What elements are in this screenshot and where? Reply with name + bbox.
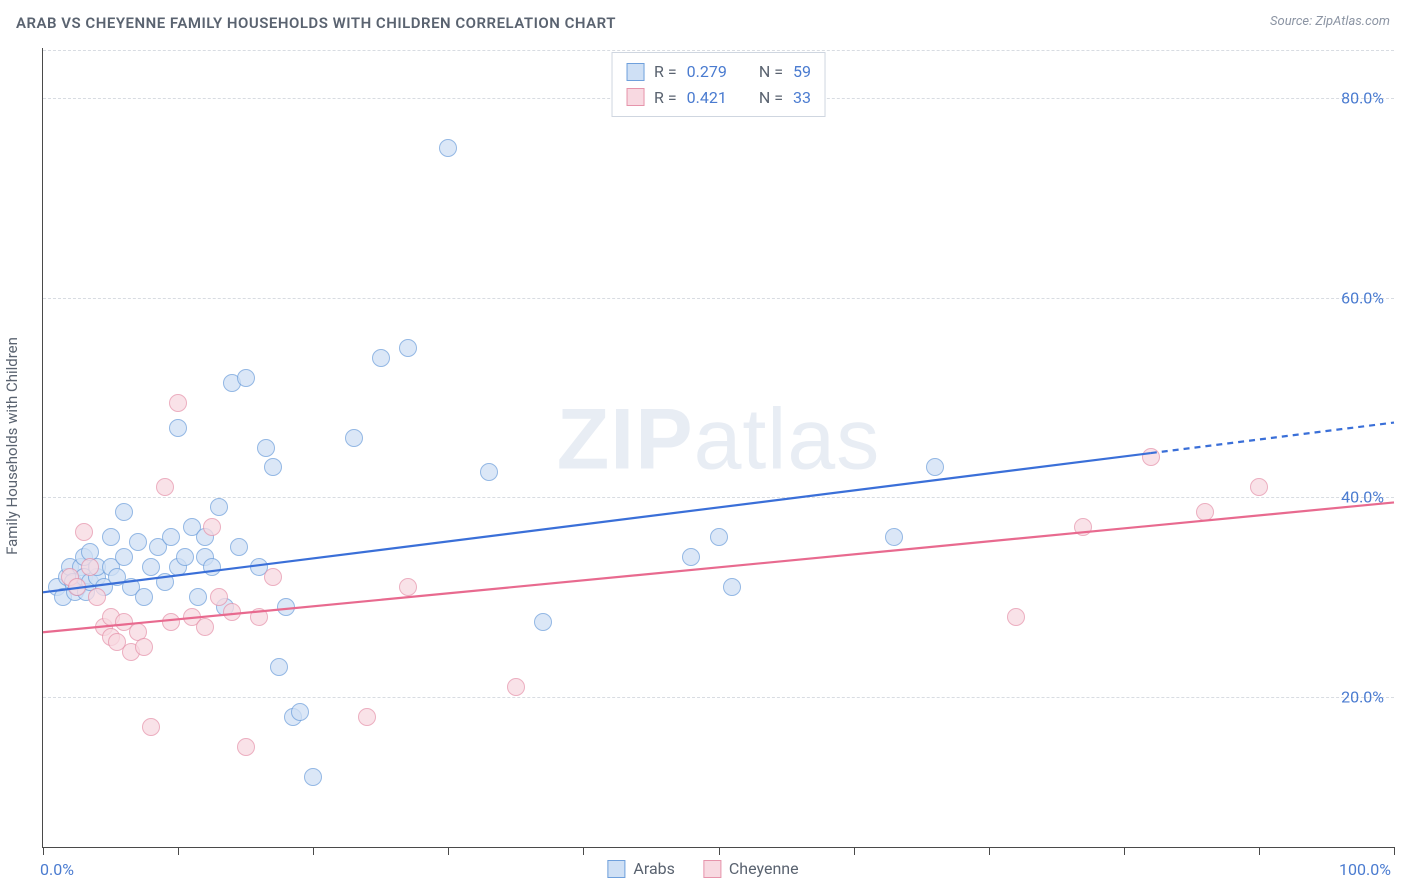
legend-correlation-box: R = 0.279 N = 59 R = 0.421 N = 33 (611, 52, 826, 117)
legend-series: Arabs Cheyenne (607, 859, 798, 878)
x-tick (989, 847, 990, 855)
n-value: 59 (793, 59, 811, 85)
x-tick (854, 847, 855, 855)
source-label: Source: ZipAtlas.com (1270, 14, 1390, 29)
y-axis-title: Family Households with Children (3, 337, 21, 555)
legend-item: Cheyenne (703, 859, 799, 878)
x-tick (1259, 847, 1260, 855)
n-value: 33 (793, 85, 811, 111)
legend-label: Cheyenne (729, 859, 799, 878)
legend-label: Arabs (633, 859, 675, 878)
n-label: N = (759, 85, 783, 111)
legend-stat-row: R = 0.421 N = 33 (626, 85, 811, 111)
r-label: R = (654, 85, 677, 111)
legend-item: Arabs (607, 859, 675, 878)
x-tick (313, 847, 314, 855)
trend-lines (43, 48, 1394, 847)
legend-swatch (626, 63, 644, 81)
x-tick (178, 847, 179, 855)
r-value: 0.279 (687, 59, 727, 85)
r-value: 0.421 (687, 85, 727, 111)
trend-line-dashed (1151, 423, 1394, 454)
x-tick (719, 847, 720, 855)
legend-swatch (607, 860, 625, 878)
x-tick (1394, 847, 1395, 855)
n-label: N = (759, 59, 783, 85)
x-tick (1124, 847, 1125, 855)
chart-plot-area: ZIPatlas 20.0%40.0%60.0%80.0% R =0.279N … (42, 48, 1394, 848)
x-axis-max-label: 100.0% (1339, 860, 1391, 879)
r-label: R = (654, 59, 677, 85)
x-axis-min-label: 0.0% (40, 860, 74, 879)
x-tick (583, 847, 584, 855)
legend-stat-row: R = 0.279 N = 59 (626, 59, 811, 85)
legend-swatch (626, 88, 644, 106)
trend-line (43, 453, 1151, 592)
x-tick (43, 847, 44, 855)
x-tick (448, 847, 449, 855)
chart-title: ARAB VS CHEYENNE FAMILY HOUSEHOLDS WITH … (16, 14, 616, 32)
legend-swatch (703, 860, 721, 878)
